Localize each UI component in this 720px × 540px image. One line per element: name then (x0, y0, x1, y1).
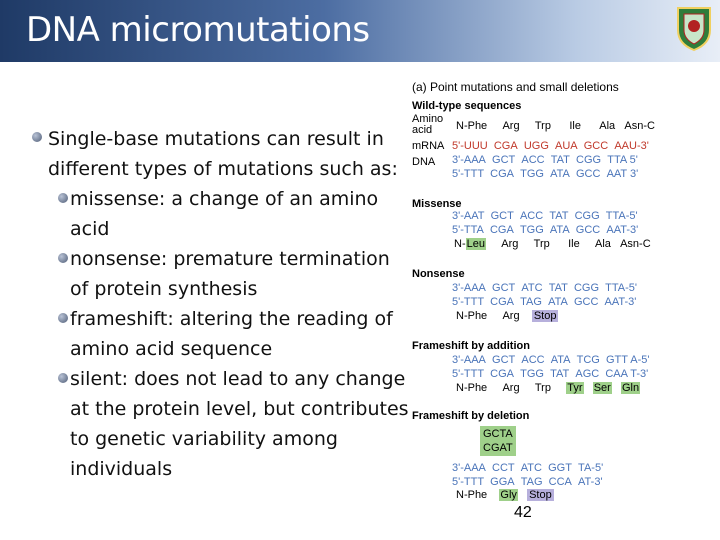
bullet-list: Single-base mutations can result in diff… (30, 124, 410, 484)
bullet-text: Single-base mutations can result in diff… (48, 128, 398, 180)
seq-missense-bottom: 5'-TTA CGA TGG ATA GCC AAT-3' (452, 224, 639, 236)
sub-bullet-item: frameshift: altering the reading of amin… (30, 304, 410, 364)
sub-bullet-item: missense: a change of an amino acid (30, 184, 410, 244)
sub-bullet-item: silent: does not lead to any change at t… (30, 364, 410, 484)
bullet-icon (58, 193, 68, 203)
seq-deletion-amino: N-Phe Gly Stop (456, 489, 554, 501)
university-emblem-icon (677, 7, 711, 52)
addition-heading: Frameshift by addition (412, 340, 530, 352)
slide-title: DNA micromutations (26, 10, 370, 50)
seq-missense-amino: N-Leu Arg Trp Ile Ala Asn-C (454, 238, 651, 250)
seq-missense-top: 3'-AAT GCT ACC TAT CGG TTA-5' (452, 210, 638, 222)
bullet-icon (58, 373, 68, 383)
bullet-icon (58, 253, 68, 263)
nonsense-heading: Nonsense (412, 268, 465, 280)
missense-heading: Missense (412, 198, 462, 210)
dna-label: DNA (412, 156, 436, 168)
seq-addition-top: 3'-AAA GCT ACC ATA TCG GTT A-5' (452, 354, 650, 366)
bullet-text: frameshift: altering the reading of amin… (70, 308, 393, 360)
seq-nonsense-amino: N-Phe Arg Stop (456, 310, 559, 322)
mutation-figure: (a) Point mutations and small deletions … (408, 78, 708, 503)
deletion-heading: Frameshift by deletion (412, 410, 530, 422)
seq-dna-bottom: 5'-TTT CGA TGG ATA GCC AAT 3' (452, 168, 639, 180)
amino-acid-label: Amino acid (412, 113, 444, 136)
seq-nonsense-bottom: 5'-TTT CGA TAG ATA GCC AAT-3' (452, 296, 637, 308)
seq-dna-top: 3'-AAA GCT ACC TAT CGG TTA 5' (452, 154, 638, 166)
bullet-text: missense: a change of an amino acid (70, 188, 379, 240)
bullet-icon (32, 132, 42, 142)
seq-mrna: 5'-UUU CGA UGG AUA GCC AAU-3' (452, 140, 649, 152)
seq-deletion-top: 3'-AAA CCT ATC GGT TA-5' (452, 462, 604, 474)
seq-nonsense-top: 3'-AAA GCT ATC TAT CGG TTA-5' (452, 282, 638, 294)
figure-caption: (a) Point mutations and small deletions (412, 80, 619, 94)
page-number: 42 (514, 504, 532, 521)
bullet-text: nonsense: premature termination of prote… (70, 248, 390, 300)
wild-type-heading: Wild-type sequences (412, 100, 522, 112)
bullet-text: silent: does not lead to any change at t… (70, 368, 409, 480)
seq-deletion-bottom: 5'-TTT GGA TAG CCA AT-3' (452, 476, 603, 488)
title-bar: DNA micromutations (0, 0, 720, 62)
bullet-item: Single-base mutations can result in diff… (30, 124, 410, 184)
sub-bullet-item: nonsense: premature termination of prote… (30, 244, 410, 304)
seq-addition-bottom: 5'-TTT CGA TGG TAT AGC CAA T-3' (452, 368, 649, 380)
mrna-label: mRNA (412, 140, 445, 152)
seq-amino: N-Phe Arg Trp Ile Ala Asn-C (456, 120, 655, 132)
deleted-bases: GCTA CGAT (480, 426, 516, 456)
bullet-icon (58, 313, 68, 323)
seq-addition-amino: N-Phe Arg Trp Tyr Ser Gln (456, 382, 641, 394)
